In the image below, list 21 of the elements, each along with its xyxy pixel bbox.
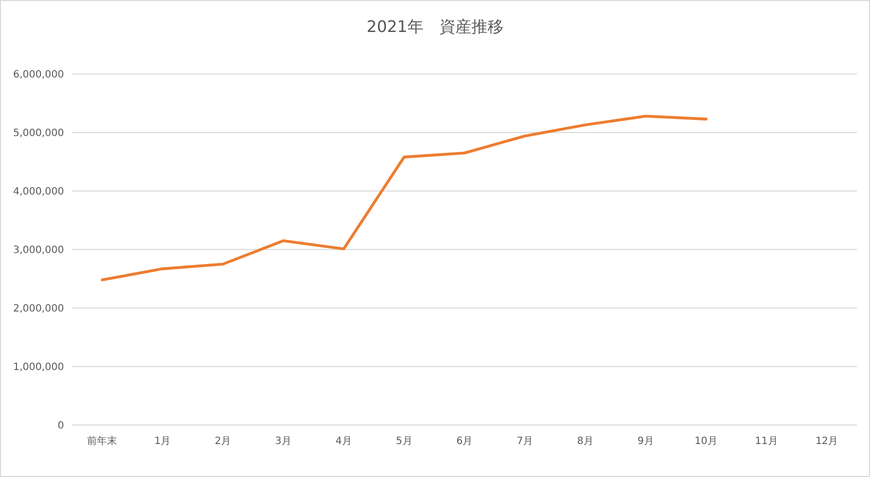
x-tick-label: 7月 [516, 436, 534, 447]
x-tick-label: 4月 [336, 436, 352, 447]
x-tick-label: 3月 [275, 436, 292, 447]
y-tick-label: 1,000,000 [13, 362, 64, 373]
x-tick-label: 9月 [637, 436, 654, 447]
y-tick-label: 3,000,000 [13, 245, 64, 256]
x-tick-label: 8月 [577, 436, 594, 447]
y-tick-label: 0 [58, 420, 64, 432]
x-tick-label: 10月 [694, 436, 718, 447]
x-tick-label: 前年末 [87, 435, 118, 447]
y-tick-label: 5,000,000 [13, 128, 64, 139]
x-tick-label: 11月 [755, 436, 778, 447]
chart-title: 2021年 資産推移 [366, 17, 504, 36]
y-tick-label: 4,000,000 [13, 186, 64, 198]
x-tick-label: 6月 [456, 436, 473, 447]
x-tick-label: 12月 [815, 436, 838, 447]
y-tick-label: 6,000,000 [13, 70, 64, 80]
x-tick-label: 1月 [154, 436, 171, 447]
x-tick-label: 5月 [396, 436, 412, 447]
y-tick-label: 2,000,000 [13, 304, 64, 314]
x-tick-label: 2月 [214, 436, 232, 447]
